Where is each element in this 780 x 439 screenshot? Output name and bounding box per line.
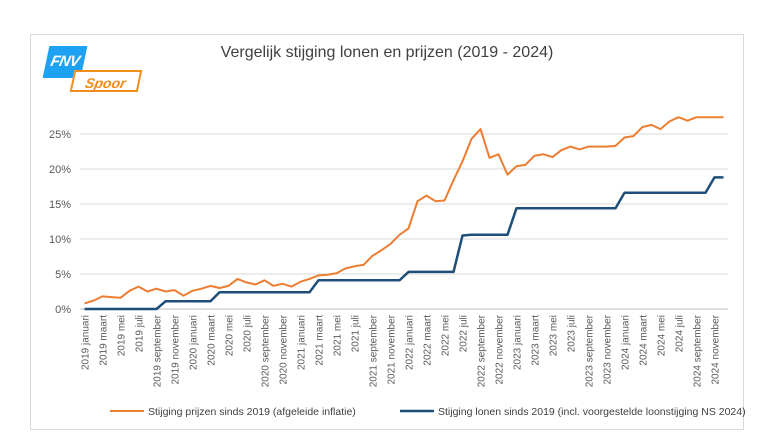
x-tick-label: 2021 mei bbox=[333, 315, 344, 356]
x-tick-label: 2024 september bbox=[693, 314, 704, 387]
x-tick-label: 2023 maart bbox=[531, 315, 542, 366]
y-tick-label: 20% bbox=[49, 164, 71, 176]
x-tick-label: 2021 maart bbox=[315, 315, 326, 366]
x-axis: 2019 januari 2019 maart 2019 mei 2019 juli 2… bbox=[81, 314, 722, 387]
x-tick-label: 2023 september bbox=[585, 314, 596, 387]
x-tick-label: 2023 januari bbox=[513, 315, 524, 370]
y-tick-label: 0% bbox=[55, 304, 71, 316]
series-lines bbox=[84, 116, 724, 311]
chart-frame bbox=[30, 34, 744, 430]
x-tick-label: 2022 januari bbox=[405, 315, 416, 370]
gridlines bbox=[80, 133, 728, 310]
x-tick-label: 2023 mei bbox=[549, 315, 560, 356]
chart-title: Vergelijk stijging lonen en prijzen (201… bbox=[220, 44, 554, 61]
x-tick-label: 2020 september bbox=[261, 314, 272, 387]
x-tick-label: 2019 juli bbox=[135, 315, 146, 352]
y-tick-label: 5% bbox=[55, 269, 71, 281]
x-tick-label: 2022 juli bbox=[459, 315, 470, 352]
x-tick-label: 2020 maart bbox=[207, 315, 218, 366]
y-tick-label: 25% bbox=[49, 129, 71, 141]
x-tick-label: 2019 maart bbox=[99, 315, 110, 366]
series-line-prijzen bbox=[84, 116, 724, 305]
x-tick-label: 2021 januari bbox=[297, 315, 308, 370]
x-tick-label: 2020 januari bbox=[189, 315, 200, 370]
x-tick-label: 2022 september bbox=[477, 314, 488, 387]
legend-label: Stijging lonen sinds 2019 (incl. voorges… bbox=[438, 406, 746, 418]
x-tick-label: 2019 januari bbox=[81, 315, 92, 370]
x-tick-label: 2020 juli bbox=[243, 315, 254, 352]
x-tick-label: 2024 maart bbox=[639, 315, 650, 366]
legend-label: Stijging prijzen sinds 2019 (afgeleide i… bbox=[148, 406, 356, 418]
x-tick-label: 2022 maart bbox=[423, 315, 434, 366]
x-tick-label: 2024 november bbox=[711, 314, 722, 384]
x-tick-label: 2024 juli bbox=[675, 315, 686, 352]
x-tick-label: 2023 juli bbox=[567, 315, 578, 352]
x-tick-label: 2019 november bbox=[171, 314, 182, 384]
x-tick-label: 2024 mei bbox=[657, 315, 668, 356]
y-tick-label: 15% bbox=[49, 199, 71, 211]
legend: Stijging prijzen sinds 2019 (afgeleide i… bbox=[110, 406, 746, 418]
y-axis-ticks: 0% 5% 10% 15% 20% 25% bbox=[49, 129, 71, 316]
x-tick-label: 2022 november bbox=[495, 314, 506, 384]
x-tick-label: 2020 mei bbox=[225, 315, 236, 356]
series-line-lonen bbox=[84, 176, 724, 311]
x-tick-label: 2021 november bbox=[387, 314, 398, 384]
x-tick-label: 2019 mei bbox=[117, 315, 128, 356]
x-tick-label: 2022 mei bbox=[441, 315, 452, 356]
y-tick-label: 10% bbox=[49, 234, 71, 246]
x-tick-label: 2024 januari bbox=[621, 315, 632, 370]
x-tick-label: 2023 november bbox=[603, 314, 614, 384]
x-tick-label: 2021 juli bbox=[351, 315, 362, 352]
x-tick-label: 2019 september bbox=[153, 314, 164, 387]
x-tick-label: 2021 september bbox=[369, 314, 380, 387]
x-tick-label: 2020 november bbox=[279, 314, 290, 384]
